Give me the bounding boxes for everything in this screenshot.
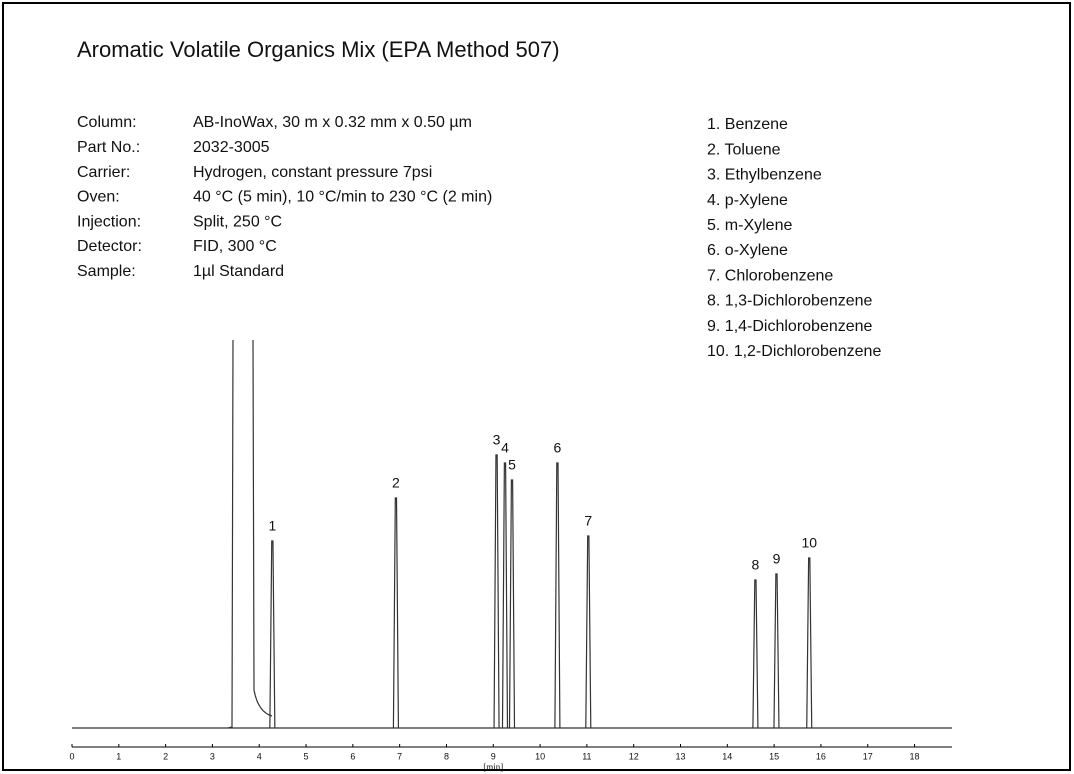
peak-label: 8 — [752, 557, 760, 573]
x-tick-label: 16 — [816, 751, 826, 761]
info-value: FID, 300 °C — [193, 238, 277, 255]
legend-entry: 7. Chlorobenzene — [707, 267, 833, 284]
peak — [585, 535, 592, 729]
peak-label: 1 — [268, 518, 276, 534]
peak — [508, 479, 516, 729]
x-tick-label: 5 — [304, 751, 309, 761]
info-value: Split, 250 °C — [193, 213, 282, 230]
peak-label: 9 — [773, 551, 781, 567]
legend-entry: 6. o-Xylene — [707, 242, 788, 259]
legend-entry: 1. Benzene — [707, 116, 788, 133]
peak — [554, 462, 561, 729]
legend-entry: 3. Ethylbenzene — [707, 167, 822, 184]
x-tick-label: 2 — [163, 751, 168, 761]
legend-entry: 10. 1,2-Dichlorobenzene — [707, 343, 881, 360]
peak — [501, 462, 509, 729]
x-axis-label: [min] — [483, 762, 503, 772]
info-label: Part No.: — [77, 139, 140, 156]
peak-label: 5 — [508, 457, 516, 473]
peak-label: 4 — [501, 440, 509, 456]
legend-entry: 8. 1,3-Dichlorobenzene — [707, 293, 873, 310]
info-value: Hydrogen, constant pressure 7psi — [193, 164, 432, 181]
x-tick-label: 12 — [629, 751, 639, 761]
x-tick-label: 8 — [444, 751, 449, 761]
peak — [752, 579, 759, 729]
legend-entry: 5. m-Xylene — [707, 217, 792, 234]
info-label: Injection: — [77, 213, 141, 230]
x-tick-label: 6 — [350, 751, 355, 761]
x-tick-label: 9 — [491, 751, 496, 761]
peak-label: 10 — [801, 535, 817, 551]
info-label: Oven: — [77, 189, 120, 206]
info-label: Detector: — [77, 238, 142, 255]
peak — [269, 540, 276, 729]
info-label: Column: — [77, 114, 137, 131]
x-tick-label: 3 — [210, 751, 215, 761]
info-value: 40 °C (5 min), 10 °C/min to 230 °C (2 mi… — [193, 189, 492, 206]
x-tick-label: 0 — [69, 751, 74, 761]
x-tick-label: 14 — [722, 751, 732, 761]
chart-title: Aromatic Volatile Organics Mix (EPA Meth… — [77, 37, 560, 62]
x-tick-label: 15 — [769, 751, 779, 761]
peak — [806, 557, 813, 729]
peak — [392, 497, 400, 729]
x-tick-label: 11 — [582, 751, 591, 761]
info-label: Carrier: — [77, 164, 130, 181]
peak-label: 2 — [392, 475, 400, 491]
info-value: 1µl Standard — [193, 263, 284, 280]
legend-entry: 2. Toluene — [707, 141, 781, 158]
x-tick-label: 13 — [676, 751, 686, 761]
info-label: Sample: — [77, 263, 136, 280]
x-tick-label: 7 — [397, 751, 402, 761]
solvent-peak — [227, 339, 273, 729]
legend-entry: 9. 1,4-Dichlorobenzene — [707, 318, 873, 335]
x-tick-label: 18 — [910, 751, 920, 761]
x-tick-label: 17 — [863, 751, 873, 761]
info-value: 2032-3005 — [193, 139, 270, 156]
peak-label: 3 — [493, 432, 501, 448]
x-tick-label: 4 — [257, 751, 262, 761]
legend-entry: 4. p-Xylene — [707, 192, 788, 209]
info-value: AB-InoWax, 30 m x 0.32 mm x 0.50 µm — [193, 114, 472, 131]
x-tick-label: 1 — [116, 751, 121, 761]
peak-label: 7 — [584, 513, 592, 529]
peak — [773, 573, 780, 729]
x-tick-label: 10 — [535, 751, 545, 761]
peak — [493, 454, 500, 729]
peak-label: 6 — [554, 440, 562, 456]
